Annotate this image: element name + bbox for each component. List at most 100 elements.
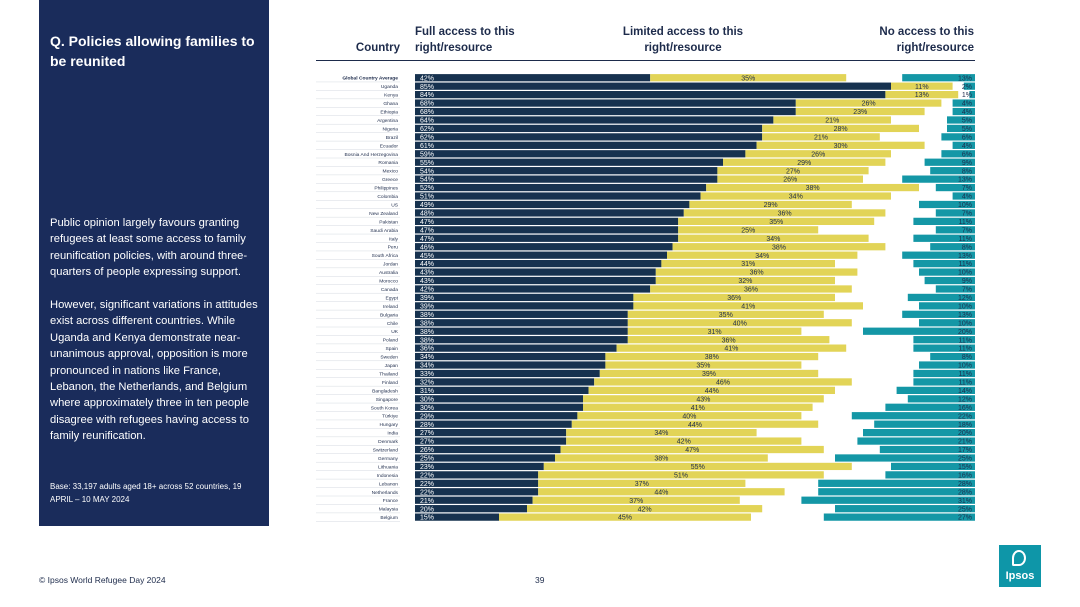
label-none: 11% <box>959 219 973 226</box>
label-limited: 44% <box>688 422 702 429</box>
country-label: Kenya <box>384 93 398 99</box>
label-none: 22% <box>958 413 972 420</box>
bar-limited <box>583 403 813 411</box>
bar-full <box>415 344 617 352</box>
bar-limited <box>543 462 852 471</box>
label-full: 68% <box>420 101 434 108</box>
bar-full <box>415 234 679 242</box>
label-full: 22% <box>420 481 434 488</box>
country-label: Pakistan <box>379 219 398 225</box>
bar-limited <box>633 302 863 310</box>
country-label: Hungary <box>380 422 399 428</box>
label-full: 34% <box>420 363 434 370</box>
label-none: 11% <box>959 236 973 243</box>
bar-full <box>415 378 595 386</box>
label-limited: 39% <box>702 371 716 378</box>
label-limited: 36% <box>778 211 792 218</box>
bar-limited <box>605 361 802 369</box>
label-full: 34% <box>420 354 434 361</box>
label-none: 11% <box>959 380 973 387</box>
bar-limited <box>571 420 819 428</box>
bar-limited <box>762 133 880 141</box>
country-label: Thailand <box>379 371 398 377</box>
header-divider <box>316 60 975 61</box>
label-none: 8% <box>962 168 972 175</box>
country-label: Bosnia And Herzegovina <box>344 152 398 158</box>
bar-full <box>415 116 774 124</box>
bar-full <box>415 91 886 99</box>
label-full: 38% <box>420 312 434 319</box>
bar-full <box>415 445 561 454</box>
country-label: India <box>387 431 398 437</box>
label-limited: 34% <box>755 253 769 260</box>
bar-limited <box>689 200 852 209</box>
bar-none <box>913 369 975 378</box>
label-full: 21% <box>420 498 434 505</box>
country-label: Ecuador <box>380 143 399 149</box>
bar-limited <box>633 293 835 302</box>
bar-none <box>952 107 975 116</box>
bar-full <box>415 82 891 90</box>
bar-none <box>851 412 975 420</box>
label-full: 22% <box>420 472 434 479</box>
label-full: 42% <box>420 75 434 82</box>
label-limited: 46% <box>716 380 730 387</box>
bar-none <box>835 454 975 462</box>
bar-none <box>907 395 975 403</box>
label-limited: 26% <box>783 177 797 184</box>
ipsos-logo: Ipsos <box>999 545 1041 587</box>
bar-none <box>924 158 975 166</box>
label-none: 11% <box>959 371 973 378</box>
bar-limited <box>891 82 953 90</box>
bar-limited <box>650 285 852 293</box>
bar-full <box>415 505 527 513</box>
label-limited: 38% <box>772 244 786 251</box>
label-limited: 40% <box>733 320 747 327</box>
bar-none <box>919 319 975 327</box>
label-limited: 35% <box>769 219 783 226</box>
label-limited: 45% <box>618 515 632 522</box>
label-limited: 26% <box>862 101 876 108</box>
bar-limited <box>773 116 891 124</box>
label-limited: 31% <box>741 261 755 268</box>
label-limited: 35% <box>719 312 733 319</box>
bar-none <box>863 429 975 437</box>
bar-none <box>902 175 975 183</box>
country-label: Italy <box>389 236 399 242</box>
label-full: 55% <box>420 160 434 167</box>
label-full: 43% <box>420 278 434 285</box>
bar-none <box>902 251 975 259</box>
label-none: 13% <box>958 253 972 260</box>
bar-limited <box>678 234 869 242</box>
label-limited: 26% <box>811 151 825 158</box>
label-none: 9% <box>962 278 972 285</box>
bar-limited <box>566 429 757 437</box>
bar-none <box>941 133 975 141</box>
bar-none <box>902 74 975 82</box>
bar-limited <box>538 479 746 487</box>
bar-none <box>818 479 975 487</box>
label-limited: 29% <box>797 160 811 167</box>
bar-none <box>885 403 975 411</box>
label-none: 11% <box>959 337 973 344</box>
bar-full <box>415 352 606 361</box>
bar-limited <box>683 209 886 217</box>
bar-none <box>913 344 975 352</box>
label-full: 61% <box>420 143 434 150</box>
label-none: 2% <box>962 84 972 91</box>
country-label: Singapore <box>376 397 399 403</box>
label-full: 39% <box>420 295 434 302</box>
bar-none <box>913 234 975 242</box>
header-full-access: Full access to this right/resource <box>415 26 515 54</box>
label-none: 31% <box>958 498 972 505</box>
label-limited: 38% <box>654 456 668 463</box>
question-title: Q. Policies allowing families to be reun… <box>50 33 255 69</box>
bar-full <box>415 420 572 428</box>
bar-limited <box>661 260 835 268</box>
country-label: Australia <box>379 270 398 276</box>
label-limited: 42% <box>638 506 652 513</box>
bar-none <box>913 336 975 344</box>
bar-limited <box>616 344 847 352</box>
label-none: 16% <box>958 472 972 479</box>
bar-full <box>415 361 606 369</box>
